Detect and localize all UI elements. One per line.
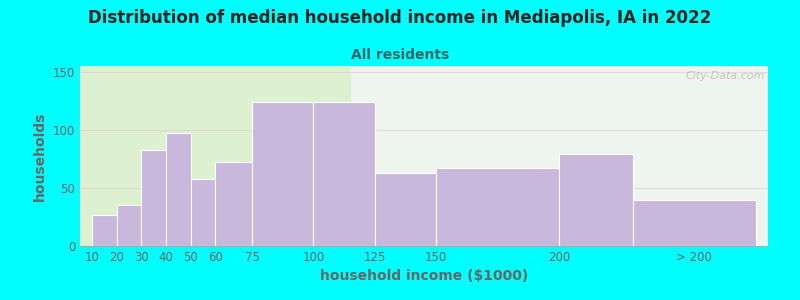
Bar [215, 162, 252, 246]
Bar [633, 200, 756, 246]
Bar [314, 102, 375, 246]
Bar [117, 206, 142, 246]
Text: All residents: All residents [351, 48, 449, 62]
Bar [80, 66, 350, 246]
Bar [142, 150, 166, 246]
X-axis label: household income ($1000): household income ($1000) [320, 269, 528, 284]
Bar [559, 154, 633, 246]
Bar [166, 134, 190, 246]
Bar [92, 214, 117, 246]
Bar [252, 102, 314, 246]
Text: Distribution of median household income in Mediapolis, IA in 2022: Distribution of median household income … [88, 9, 712, 27]
Text: City-Data.com: City-Data.com [685, 71, 765, 81]
Bar [375, 173, 436, 246]
Bar [190, 178, 215, 246]
Bar [436, 168, 559, 246]
Y-axis label: households: households [34, 111, 47, 201]
